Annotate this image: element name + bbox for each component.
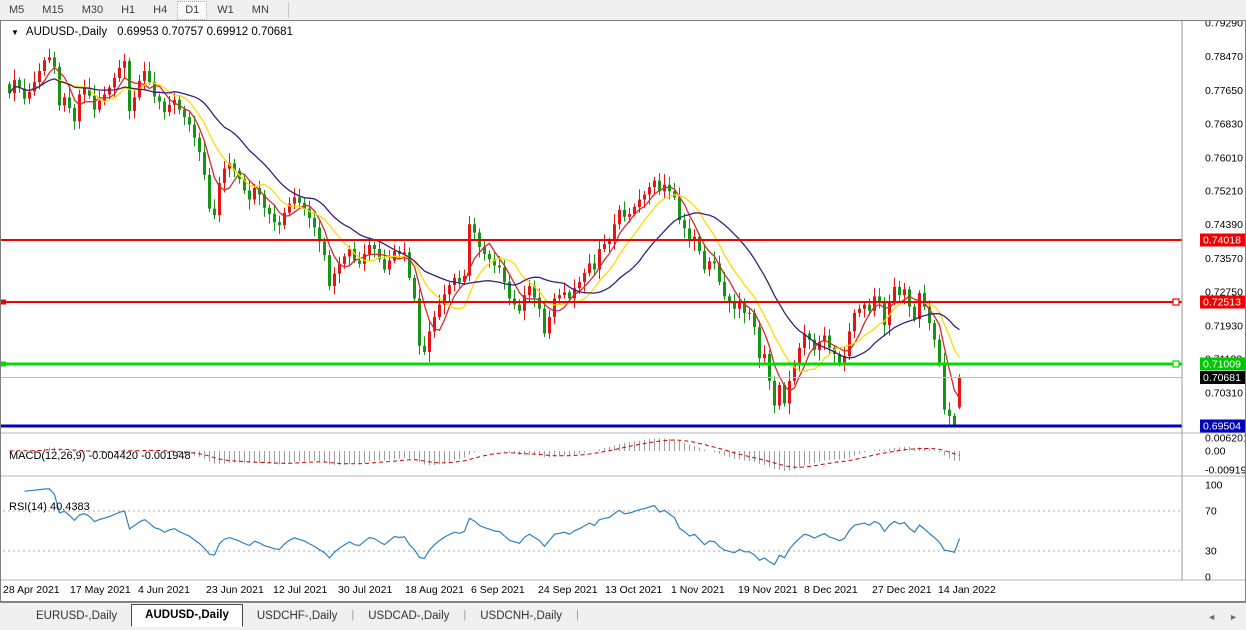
timeframe-button-mn[interactable]: MN [251,3,269,16]
chart-canvas[interactable]: 0.79290 0.78470 0.77650 0.76830 0.76010 0.752… [1,21,1245,600]
svg-text:100: 100 [1205,480,1223,492]
tab-usdcnh-daily[interactable]: USDCNH-,Daily [480,610,563,622]
svg-text:6 Sep 2021: 6 Sep 2021 [471,584,525,596]
rsi-indicator-label: RSI(14) 40.4383 [9,501,90,513]
svg-text:0.70681: 0.70681 [1203,372,1241,384]
svg-text:23 Jun 2021: 23 Jun 2021 [206,584,264,596]
timeframe-button-m30[interactable]: M30 [81,3,104,16]
tab-separator: | [463,609,467,621]
svg-text:28 Apr 2021: 28 Apr 2021 [3,584,60,596]
svg-text:14 Jan 2022: 14 Jan 2022 [938,584,996,596]
svg-text:0.76010: 0.76010 [1205,152,1243,164]
tab-scroll-left-arrow[interactable]: ◄ [1207,612,1216,622]
tab-separator: | [576,609,579,621]
timeframe-button-m5[interactable]: M5 [9,3,25,16]
svg-text:12 Jul 2021: 12 Jul 2021 [273,584,327,596]
svg-text:0.71930: 0.71930 [1205,321,1243,333]
tab-scroll-right-arrow[interactable]: ► [1229,612,1238,622]
svg-text:4 Jun 2021: 4 Jun 2021 [138,584,190,596]
timeframe-button-h4[interactable]: H4 [153,3,168,16]
svg-text:0.72513: 0.72513 [1203,297,1241,309]
svg-text:0: 0 [1205,572,1211,584]
svg-text:18 Aug 2021: 18 Aug 2021 [405,584,464,596]
svg-text:0.69504: 0.69504 [1203,420,1241,432]
tab-usdcad-daily[interactable]: USDCAD-,Daily [368,610,450,622]
svg-text:1 Nov 2021: 1 Nov 2021 [671,584,725,596]
svg-text:30: 30 [1205,546,1217,558]
timeframe-toolbar: M5 M15 M30 H1 H4 D1 W1 MN [0,0,1246,21]
svg-text:13 Oct 2021: 13 Oct 2021 [605,584,662,596]
svg-text:0.006201: 0.006201 [1205,433,1245,445]
svg-text:0.79290: 0.79290 [1205,21,1243,29]
timeframe-button-w1[interactable]: W1 [217,3,234,16]
svg-text:0.77650: 0.77650 [1205,85,1243,97]
tab-eurusd-daily[interactable]: EURUSD-,Daily [36,610,118,622]
timeframe-button-d1[interactable]: D1 [177,0,208,20]
chevron-down-icon[interactable]: ▼ [11,27,19,37]
svg-text:0.74390: 0.74390 [1205,219,1243,231]
svg-text:0.78470: 0.78470 [1205,51,1243,63]
chart-title: ▼ AUDUSD-,Daily 0.69953 0.70757 0.69912 … [11,26,293,38]
chart-ohlc-values: 0.69953 0.70757 0.69912 0.70681 [117,26,293,38]
svg-text:0.76830: 0.76830 [1205,119,1243,131]
macd-indicator-label: MACD(12,26,9) -0.004420 -0.001948 [9,450,191,462]
svg-text:0.70310: 0.70310 [1205,387,1243,399]
svg-text:27 Dec 2021: 27 Dec 2021 [872,584,932,596]
chart-tab-bar: EURUSD-,Daily AUDUSD-,Daily USDCHF-,Daily |… [0,602,1246,630]
svg-text:0.00: 0.00 [1205,446,1226,458]
timeframe-button-h1[interactable]: H1 [121,3,136,16]
tab-audusd-daily[interactable]: AUDUSD-,Daily [131,604,243,627]
svg-text:30 Jul 2021: 30 Jul 2021 [338,584,392,596]
svg-text:0.73570: 0.73570 [1205,253,1243,265]
svg-text:0.74018: 0.74018 [1203,235,1241,247]
svg-text:8 Dec 2021: 8 Dec 2021 [804,584,858,596]
toolbar-separator [287,2,289,18]
svg-text:0.75210: 0.75210 [1205,185,1243,197]
svg-text:70: 70 [1205,506,1217,518]
svg-text:17 May 2021: 17 May 2021 [70,584,131,596]
svg-text:0.71009: 0.71009 [1203,358,1241,370]
chart-window: ▼ AUDUSD-,Daily 0.69953 0.70757 0.69912 … [0,20,1246,602]
svg-text:19 Nov 2021: 19 Nov 2021 [738,584,798,596]
tab-usdchf-daily[interactable]: USDCHF-,Daily [256,610,338,622]
chart-symbol-label: AUDUSD-,Daily [25,26,108,38]
svg-text:24 Sep 2021: 24 Sep 2021 [538,584,598,596]
timeframe-button-m15[interactable]: M15 [42,3,64,16]
svg-text:-0.009197: -0.009197 [1205,465,1245,477]
tab-separator: | [351,609,355,621]
